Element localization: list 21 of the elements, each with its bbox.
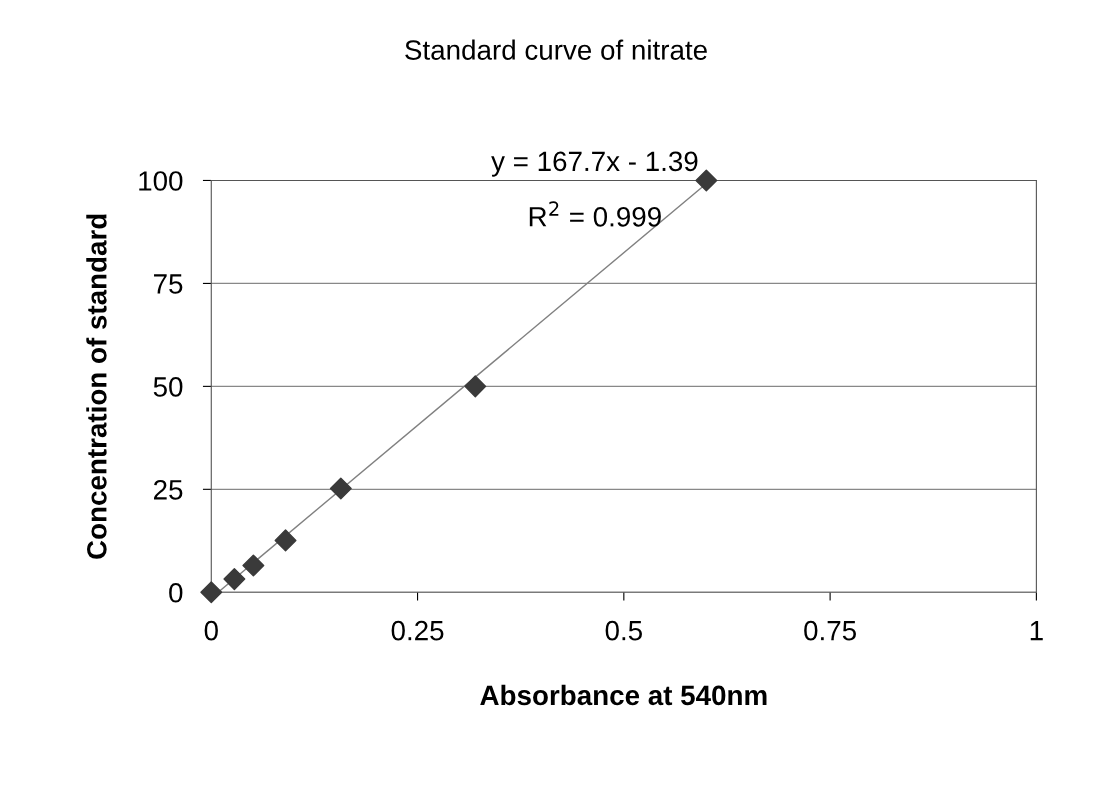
y-tick-label: 25 [154,479,183,500]
y-axis-title: Concentration of standard [86,214,107,559]
y-tick-label: 50 [153,377,183,397]
x-tick-label: 0 [204,620,218,641]
y-tick-label: 0 [169,582,183,603]
point [200,581,223,604]
point [242,554,265,577]
y-tick-label: 75 [154,274,183,294]
point [274,529,297,552]
x-tick-label: 0.25 [391,620,444,641]
x-tick-label: 1 [1030,621,1043,641]
x-tick-label: 0.75 [804,620,856,641]
text: y = 167.7x - 1.39 [491,151,698,177]
chart-title: Standard curve of nitrate [405,39,707,60]
point [223,568,246,591]
x-tick-label: 0.5 [605,620,642,641]
y-tick-label: 100 [139,171,183,191]
point [464,375,487,398]
x-axis-title: Absorbance at 540nm [480,684,767,706]
point [329,477,352,500]
annotation: R$^{2}$ = 0.999 [529,201,661,227]
